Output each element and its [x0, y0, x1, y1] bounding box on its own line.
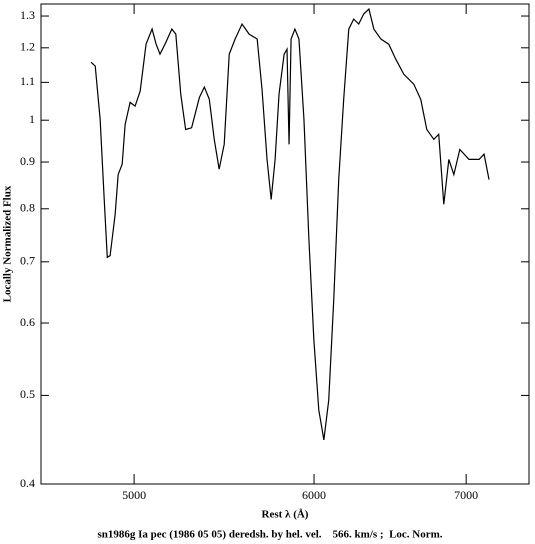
- y-tick-label: 0.9: [20, 154, 35, 168]
- x-tick-label: 6000: [302, 488, 326, 502]
- x-axis-label: Rest λ (Å): [262, 509, 309, 521]
- y-axis-label: Locally Normalized Flux: [2, 185, 14, 302]
- x-tick-label: 5000: [122, 488, 146, 502]
- y-tick-label: 0.7: [20, 254, 35, 268]
- y-tick-label: 1.2: [20, 40, 35, 54]
- x-tick-label: 7000: [454, 488, 478, 502]
- y-tick-label: 0.8: [20, 201, 35, 215]
- y-tick-label: 1: [29, 112, 35, 126]
- y-tick-label: 1.3: [20, 8, 35, 22]
- plot-frame: [40, 3, 530, 485]
- y-tick-label: 1.1: [20, 74, 35, 88]
- chart-title: sn1986g Ia pec (1986 05 05) deredsh. by …: [97, 529, 442, 541]
- y-tick-label: 0.6: [20, 315, 35, 329]
- spectrum-line: [90, 7, 490, 440]
- y-tick-label: 0.5: [20, 387, 35, 401]
- y-tick-label: 0.4: [20, 476, 35, 490]
